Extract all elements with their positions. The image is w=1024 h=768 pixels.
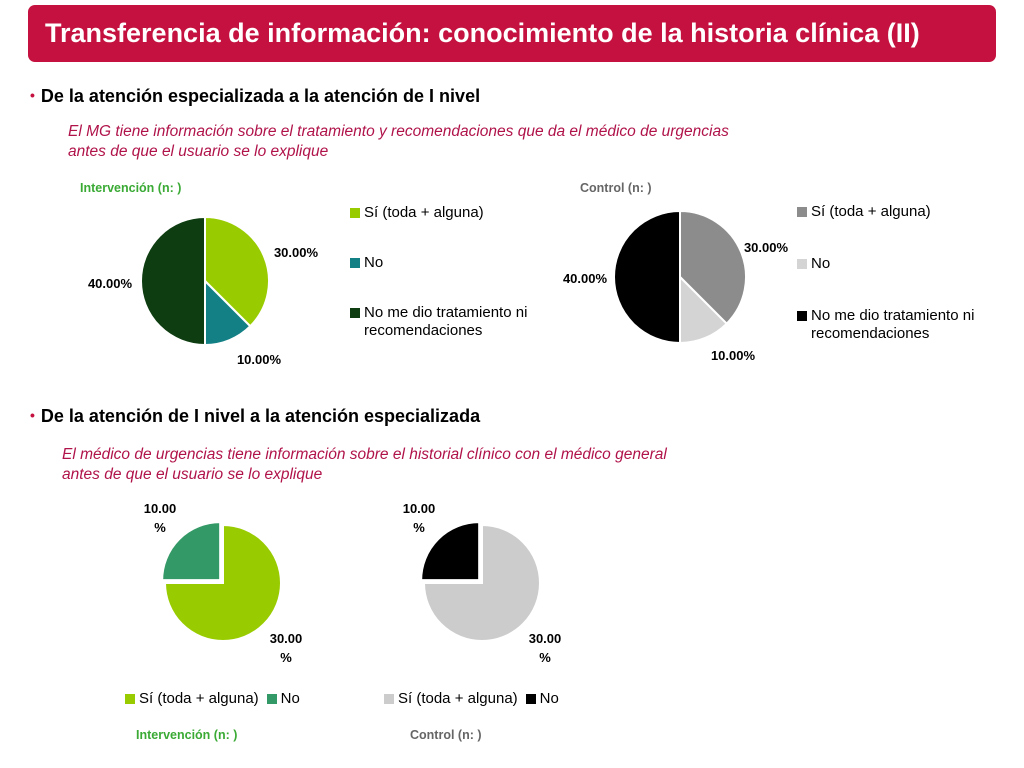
legend-item-si: Sí (toda + alguna) — [384, 690, 518, 707]
data-label: 10.00% — [711, 348, 756, 363]
legend-label-no: No — [539, 690, 559, 707]
legend-swatch-no — [266, 694, 277, 704]
data-label-unit: % — [539, 650, 551, 665]
section-heading-1-text: De la atención especializada a la atenci… — [40, 86, 481, 106]
pie-slice-no — [161, 521, 222, 582]
pie-slice-si — [422, 523, 541, 642]
legend-label-no-tratamiento: No me dio tratamiento ni recomendaciones — [364, 304, 528, 339]
legend-label-no: No — [811, 255, 831, 272]
data-label: 30.00% — [274, 245, 319, 260]
legend-item-no: No — [266, 690, 300, 707]
chart-title-intervencion-2: Intervención (n: ) — [136, 728, 238, 742]
legend-label-si: Sí (toda + alguna) — [139, 690, 259, 707]
pie-slice-no-tratamiento — [613, 209, 681, 345]
legend-swatch-si — [125, 694, 135, 704]
legend-control-2: Sí (toda + alguna) No — [384, 690, 567, 707]
legend-item-no: No — [525, 690, 559, 707]
bullet-2: • — [30, 407, 35, 423]
pie-slice-no-tratamiento — [140, 215, 206, 347]
legend-item-si: Sí (toda + alguna) — [797, 203, 997, 221]
pie-slice-si — [204, 215, 270, 328]
legend-item-no-tratamiento: No me dio tratamiento ni recomendaciones — [797, 307, 997, 343]
pie-slice-no — [420, 521, 481, 582]
section-subtitle-2: El médico de urgencias tiene información… — [62, 446, 667, 483]
legend-intervencion-2: Sí (toda + alguna) No — [125, 690, 308, 707]
chart-title-control-2: Control (n: ) — [410, 728, 482, 742]
legend-label-si: Sí (toda + alguna) — [364, 204, 484, 221]
legend-item-no-tratamiento: No me dio tratamiento ni recomendaciones — [350, 304, 535, 340]
title-bar: Transferencia de información: conocimien… — [28, 5, 996, 62]
legend-item-si: Sí (toda + alguna) — [350, 204, 535, 222]
data-label-value: 30.00 — [270, 631, 303, 646]
data-label: 30.00% — [744, 240, 789, 255]
legend-label-no-tratamiento: No me dio tratamiento ni recomendaciones — [811, 307, 975, 342]
data-label: 40.00% — [563, 271, 608, 286]
bullet-1: • — [30, 87, 35, 103]
section-subtitle-1: El MG tiene información sobre el tratami… — [68, 123, 729, 160]
legend-swatch-no-tratamiento — [797, 311, 807, 321]
data-label-value: 30.00 — [529, 631, 562, 646]
legend-item-no: No — [350, 254, 535, 272]
legend-label-no: No — [280, 690, 300, 707]
legend-label-no: No — [364, 254, 384, 271]
legend-intervencion-1: Sí (toda + alguna) No No me dio tratamie… — [350, 204, 535, 340]
legend-label-si: Sí (toda + alguna) — [811, 203, 931, 220]
data-label-unit: % — [413, 520, 425, 535]
pie-slice-si — [679, 209, 747, 326]
legend-swatch-no — [797, 259, 807, 269]
chart-title-intervencion-1: Intervención (n: ) — [80, 181, 182, 195]
legend-label-si: Sí (toda + alguna) — [398, 690, 518, 707]
legend-item-si: Sí (toda + alguna) — [125, 690, 259, 707]
legend-swatch-no — [525, 694, 536, 704]
data-label-value: 10.00 — [403, 501, 436, 516]
page-title: Transferencia de información: conocimien… — [45, 18, 920, 48]
legend-item-no: No — [797, 255, 997, 273]
data-label-unit: % — [154, 520, 166, 535]
pie-slice-si — [163, 523, 282, 642]
data-label-value: 10.00 — [144, 501, 177, 516]
data-label: 10.00% — [237, 352, 282, 367]
data-label: 40.00% — [88, 276, 133, 291]
section-heading-2-text: De la atención de I nivel a la atención … — [40, 406, 481, 426]
chart-title-control-1: Control (n: ) — [580, 181, 652, 195]
legend-swatch-si — [797, 207, 807, 217]
legend-swatch-no-tratamiento — [350, 308, 360, 318]
legend-control-1: Sí (toda + alguna) No No me dio tratamie… — [797, 203, 997, 343]
data-label-unit: % — [280, 650, 292, 665]
legend-swatch-si — [350, 208, 360, 218]
legend-swatch-no — [350, 258, 360, 268]
legend-swatch-si — [384, 694, 394, 704]
section-heading-2: • De la atención de I nivel a la atención… — [30, 406, 480, 427]
section-heading-1: • De la atención especializada a la atenc… — [30, 86, 480, 107]
